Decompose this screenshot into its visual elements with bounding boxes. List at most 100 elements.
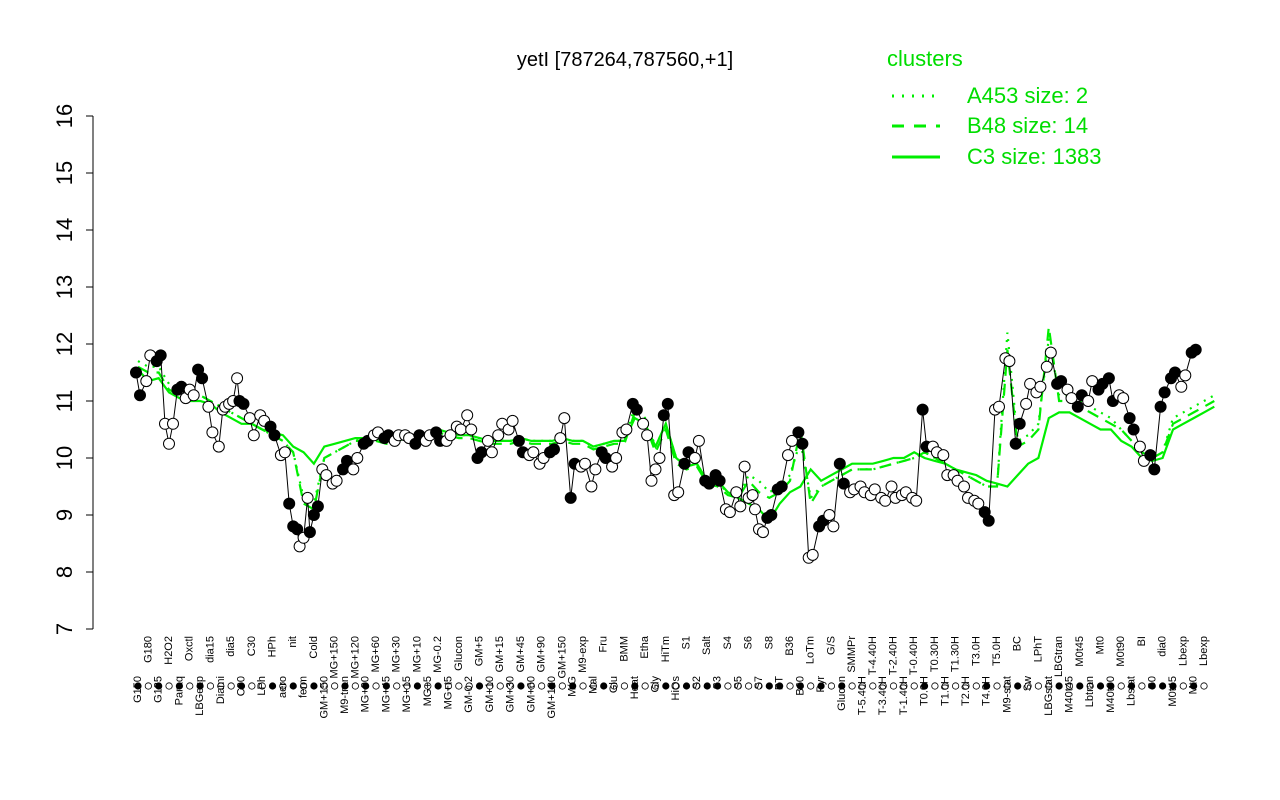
- x-marker: [848, 682, 856, 690]
- x-tick-label: ferm: [298, 676, 310, 698]
- data-point: [554, 432, 567, 445]
- x-tick-label: B60: [794, 676, 806, 696]
- x-marker: [1138, 682, 1146, 690]
- data-point: [237, 397, 250, 410]
- x-tick-label: H2O2: [163, 636, 175, 665]
- x-tick-label: MG+150: [329, 636, 341, 679]
- x-marker: [362, 682, 370, 690]
- x-marker: [838, 682, 846, 690]
- x-marker: [465, 682, 473, 690]
- x-tick-label: T5.0H: [991, 636, 1003, 666]
- data-point: [993, 400, 1005, 413]
- x-marker: [331, 682, 339, 690]
- x-tick-label: MG+30: [391, 636, 403, 672]
- data-point: [610, 452, 623, 464]
- x-tick-label: G135: [153, 676, 165, 703]
- data-point: [1133, 440, 1146, 453]
- x-marker: [558, 682, 566, 690]
- x-marker: [1127, 682, 1136, 690]
- x-tick-label: S3: [712, 676, 724, 689]
- x-tick-label: Cold: [308, 636, 320, 659]
- data-point: [749, 503, 761, 516]
- x-tick-label: LoTm: [805, 636, 817, 664]
- x-tick-label: M0t45: [1167, 676, 1179, 707]
- y-tick-label: 11: [52, 390, 77, 413]
- data-point: [154, 349, 167, 362]
- x-marker: [1034, 682, 1043, 690]
- x-tick-label: GM+60: [525, 676, 537, 712]
- x-marker: [755, 682, 763, 690]
- x-tick-label: SMMPr: [846, 636, 858, 673]
- x-marker: [931, 682, 939, 690]
- x-marker: [548, 682, 556, 690]
- data-point: [1189, 343, 1202, 356]
- x-marker: [351, 682, 359, 690]
- data-point: [579, 457, 591, 470]
- x-tick-label: MG-0.2: [432, 636, 444, 673]
- x-tick-label: MG+t5: [442, 676, 454, 709]
- x-tick-label: T1.30H: [950, 636, 962, 672]
- data-point: [347, 463, 360, 476]
- data-point: [782, 449, 794, 462]
- x-tick-label: LPhT: [1032, 636, 1044, 663]
- x-tick-label: B36: [784, 636, 796, 656]
- x-marker: [310, 682, 318, 690]
- data-point: [1020, 397, 1033, 410]
- x-marker: [279, 682, 287, 690]
- x-marker: [1076, 682, 1084, 690]
- data-point: [885, 480, 898, 493]
- x-marker: [486, 682, 494, 690]
- data-point: [657, 409, 670, 422]
- x-tick-label: S0: [1146, 676, 1158, 689]
- data-point: [734, 500, 747, 513]
- data-point: [910, 494, 923, 507]
- data-point: [303, 526, 316, 539]
- x-marker: [1014, 682, 1022, 690]
- x-marker: [320, 682, 328, 690]
- data-point: [1175, 380, 1188, 393]
- x-marker: [424, 682, 432, 690]
- x-tick-label: G/S: [825, 636, 837, 655]
- x-tick-label: M0t90: [1115, 636, 1127, 667]
- x-marker: [341, 682, 349, 690]
- x-tick-label: T2.0H: [960, 676, 972, 706]
- x-tick-label: Mt0: [1188, 676, 1200, 694]
- data-point: [461, 409, 474, 422]
- x-marker: [527, 682, 535, 690]
- data-point: [1034, 380, 1047, 393]
- data-point: [937, 449, 950, 462]
- legend: clusters A453 size: 2 B48 size: 14 C3 si…: [887, 46, 1102, 169]
- x-tick-label: Glucon: [453, 636, 465, 671]
- y-tick-label: 16: [52, 104, 77, 128]
- x-marker: [569, 682, 577, 690]
- data-point: [688, 452, 701, 464]
- x-marker: [776, 682, 784, 690]
- x-marker: [1055, 682, 1063, 690]
- cluster-lines: [137, 326, 1215, 523]
- x-marker: [517, 682, 525, 690]
- data-point: [678, 457, 691, 470]
- x-marker: [993, 682, 1001, 690]
- data-point: [723, 506, 736, 519]
- x-marker: [796, 682, 804, 690]
- y-tick-label: 7: [52, 623, 77, 635]
- x-tick-label: T-3.40H: [877, 676, 889, 715]
- data-point: [1158, 386, 1171, 399]
- data-point: [630, 403, 643, 416]
- x-tick-label: M9-stat: [1001, 676, 1013, 713]
- data-point: [1169, 366, 1181, 379]
- x-axis: G150 G180 G135 H2O2 Paraq Oxctl LBGexp dia15 Dia…: [132, 635, 1210, 718]
- x-tick-label: LPh: [256, 676, 268, 696]
- data-point: [163, 437, 175, 450]
- data-point: [649, 463, 662, 476]
- data-point: [823, 509, 836, 521]
- x-tick-label: GM-0.2: [463, 676, 475, 713]
- x-tick-label: Pyr: [815, 676, 827, 693]
- data-point: [140, 375, 153, 388]
- x-marker: [641, 682, 649, 690]
- x-marker: [920, 682, 929, 690]
- x-tick-label: GM+10: [484, 676, 496, 712]
- data-point: [481, 434, 494, 447]
- x-tick-label: M/G: [567, 676, 579, 697]
- data-point: [833, 457, 846, 470]
